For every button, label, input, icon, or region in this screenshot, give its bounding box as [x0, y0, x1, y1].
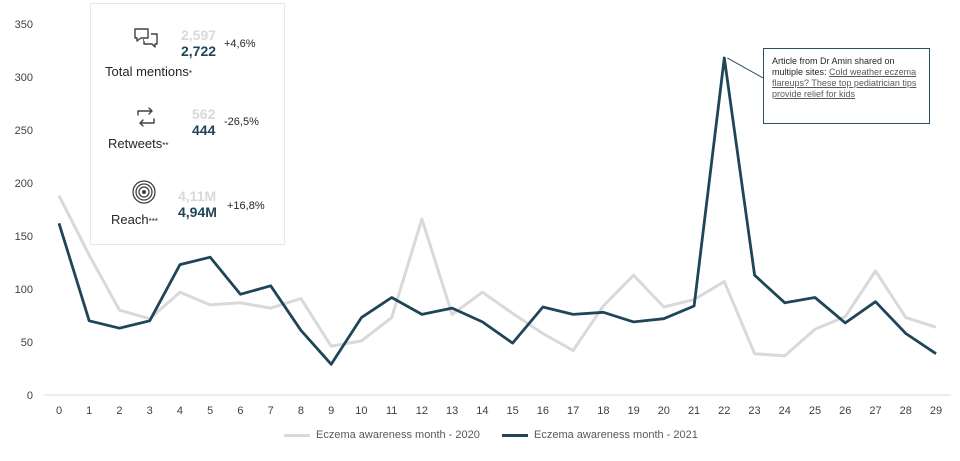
x-tick-label: 7 — [268, 405, 274, 417]
x-tick-label: 29 — [930, 405, 942, 417]
series-lines — [57, 56, 937, 366]
y-tick-label: 200 — [15, 178, 33, 190]
retweet-icon — [137, 107, 155, 127]
y-tick-label: 150 — [15, 231, 33, 243]
legend-item-2020: Eczema awareness month - 2020 — [284, 429, 480, 441]
legend-label: Eczema awareness month - 2020 — [316, 429, 480, 441]
x-tick-label: 1 — [86, 405, 92, 417]
x-tick-label: 0 — [56, 405, 62, 417]
x-tick-label: 8 — [298, 405, 304, 417]
stat-change: +16,8% — [227, 200, 265, 212]
x-tick-label: 17 — [567, 405, 579, 417]
series-line-2020 — [57, 195, 937, 358]
annotation-pointer — [727, 57, 764, 79]
x-tick-label: 24 — [779, 405, 791, 417]
stat-total-mentions: 2,597 2,722 +4,6% Total mentions* — [91, 12, 286, 82]
stats-panel: 2,597 2,722 +4,6% Total mentions* 562 44… — [90, 3, 285, 245]
stat-footnote-marker: ** — [162, 141, 169, 150]
x-tick-label: 11 — [386, 405, 397, 417]
y-tick-label: 350 — [15, 19, 33, 31]
y-tick-label: 0 — [27, 390, 33, 402]
x-tick-label: 20 — [658, 405, 670, 417]
x-tick-label: 26 — [839, 405, 851, 417]
legend-item-2021: Eczema awareness month - 2021 — [502, 429, 698, 441]
x-tick-label: 4 — [177, 405, 183, 417]
x-tick-label: 9 — [328, 405, 334, 417]
x-tick-label: 19 — [627, 405, 639, 417]
stat-prev-value: 562 — [192, 106, 216, 122]
stat-footnote-marker: * — [188, 69, 192, 78]
y-tick-label: 50 — [21, 337, 33, 349]
stat-change: -26,5% — [224, 116, 259, 128]
annotation-callout: Article from Dr Amin shared on multiple … — [763, 48, 930, 124]
stat-current-value: 444 — [192, 122, 216, 138]
stat-reach: 4,11M 4,94M +16,8% Reach*** — [91, 176, 286, 246]
stat-change: +4,6% — [224, 38, 256, 50]
stat-retweets: 562 444 -26,5% Retweets** — [91, 98, 286, 168]
y-axis-ticks: 0 50 100 150 200 250 300 350 — [15, 19, 33, 402]
x-tick-label: 10 — [355, 405, 367, 417]
stat-label: Total mentions* — [105, 64, 192, 79]
y-tick-label: 250 — [15, 125, 33, 137]
reach-icon — [132, 180, 156, 204]
stat-label: Reach*** — [111, 212, 158, 227]
series-line-2021 — [57, 56, 937, 366]
x-tick-label: 22 — [718, 405, 730, 417]
y-tick-label: 300 — [15, 72, 33, 84]
x-axis-ticks: 0 1 2 3 4 5 6 7 8 9 10 11 12 13 14 15 16 17 18 19 20 21 22 23 24… — [56, 405, 942, 417]
x-tick-label: 27 — [869, 405, 881, 417]
x-tick-label: 18 — [597, 405, 609, 417]
x-tick-label: 5 — [207, 405, 213, 417]
legend-label: Eczema awareness month - 2021 — [534, 429, 698, 441]
x-tick-label: 12 — [416, 405, 428, 417]
legend-swatch — [502, 433, 528, 437]
y-tick-label: 100 — [15, 284, 33, 296]
x-tick-label: 28 — [900, 405, 912, 417]
stat-prev-value: 4,11M — [178, 188, 217, 204]
stat-label: Retweets** — [108, 136, 169, 151]
stat-current-value: 4,94M — [178, 204, 217, 220]
annotation-link[interactable]: Cold weather eczema flareups? These top … — [772, 67, 917, 99]
stat-footnote-marker: *** — [148, 217, 158, 226]
x-tick-label: 2 — [116, 405, 122, 417]
x-tick-label: 3 — [147, 405, 153, 417]
x-tick-label: 21 — [688, 405, 700, 417]
legend-swatch — [284, 433, 310, 437]
x-tick-label: 16 — [537, 405, 549, 417]
speech-bubbles-icon — [134, 28, 158, 48]
x-tick-label: 14 — [476, 405, 488, 417]
x-tick-label: 13 — [446, 405, 458, 417]
stat-current-value: 2,722 — [181, 43, 217, 59]
stat-prev-value: 2,597 — [181, 27, 217, 43]
x-tick-label: 15 — [506, 405, 518, 417]
x-tick-label: 6 — [237, 405, 243, 417]
annotation-text: Article from Dr Amin shared on multiple … — [772, 56, 895, 77]
x-tick-label: 25 — [809, 405, 821, 417]
legend: Eczema awareness month - 2020 Eczema awa… — [0, 429, 960, 445]
x-tick-label: 23 — [748, 405, 760, 417]
